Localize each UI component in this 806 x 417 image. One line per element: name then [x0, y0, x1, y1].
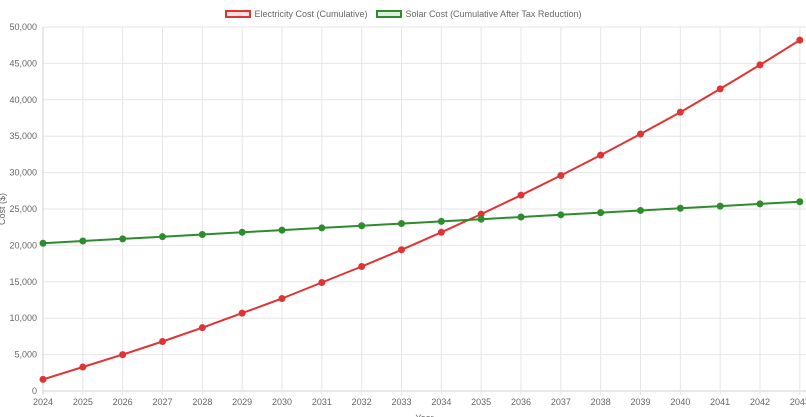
data-point-series-1: [557, 211, 565, 219]
data-point-series-0: [597, 151, 605, 159]
data-point-series-1: [198, 230, 206, 238]
x-tick-label: 2031: [312, 397, 332, 407]
x-tick-label: 2043: [790, 397, 806, 407]
data-point-series-1: [437, 217, 445, 225]
y-tick-label: 10,000: [9, 313, 37, 323]
data-point-series-0: [238, 309, 246, 317]
series-line-1: [42, 200, 800, 245]
legend-item-solar[interactable]: Solar Cost (Cumulative After Tax Reducti…: [375, 9, 582, 19]
chart-legend: Electricity Cost (Cumulative) Solar Cost…: [0, 9, 806, 19]
data-point-series-1: [119, 235, 127, 243]
data-point-series-1: [477, 215, 485, 223]
data-point-series-0: [756, 61, 764, 69]
data-point-series-0: [198, 324, 206, 332]
data-point-series-0: [557, 172, 565, 180]
x-axis-title: Year: [415, 413, 433, 417]
data-point-series-0: [716, 85, 724, 93]
y-tick-label: 5,000: [14, 350, 37, 360]
x-tick-label: 2040: [670, 397, 690, 407]
data-point-series-1: [238, 228, 246, 236]
x-tick-label: 2027: [152, 397, 172, 407]
legend-label-solar: Solar Cost (Cumulative After Tax Reducti…: [405, 9, 582, 19]
x-tick-label: 2034: [431, 397, 451, 407]
y-tick-label: 35,000: [9, 131, 37, 141]
data-point-series-0: [437, 228, 445, 236]
y-tick-label: 25,000: [9, 204, 37, 214]
data-point-series-1: [358, 222, 366, 230]
data-point-series-0: [398, 246, 405, 254]
y-tick-label: 30,000: [9, 168, 37, 178]
data-point-series-0: [278, 295, 286, 303]
y-tick-label: 20,000: [9, 240, 37, 250]
y-axis-title: Cost ($): [0, 193, 7, 225]
x-tick-label: 2028: [192, 397, 212, 407]
data-point-series-1: [278, 226, 286, 234]
data-point-series-1: [159, 233, 166, 241]
data-point-series-1: [796, 198, 804, 206]
data-point-series-0: [637, 130, 644, 138]
x-tick-label: 2032: [352, 397, 372, 407]
data-point-series-1: [756, 200, 764, 208]
data-point-series-1: [716, 202, 724, 210]
x-tick-label: 2035: [471, 397, 491, 407]
legend-label-electricity: Electricity Cost (Cumulative): [254, 9, 368, 19]
data-point-series-1: [676, 204, 684, 212]
data-point-series-0: [39, 375, 47, 383]
series-line-0: [42, 39, 801, 381]
x-tick-label: 2033: [391, 397, 411, 407]
x-tick-label: 2025: [73, 397, 93, 407]
data-point-series-0: [676, 108, 684, 116]
data-point-series-0: [119, 351, 127, 359]
legend-swatch-electricity: [224, 10, 251, 18]
x-tick-label: 2041: [710, 397, 730, 407]
x-tick-label: 2026: [113, 397, 133, 407]
data-point-series-1: [39, 239, 47, 247]
x-tick-label: 2039: [630, 397, 650, 407]
y-tick-label: 50,000: [9, 22, 37, 32]
data-point-series-0: [517, 191, 525, 199]
y-tick-label: 0: [32, 386, 37, 396]
data-point-series-0: [796, 36, 804, 44]
x-tick-label: 2037: [551, 397, 571, 407]
legend-swatch-solar: [375, 10, 402, 18]
x-tick-label: 2036: [511, 397, 531, 407]
legend-item-electricity[interactable]: Electricity Cost (Cumulative): [224, 9, 368, 19]
data-point-series-0: [159, 337, 166, 345]
data-point-series-0: [318, 279, 326, 287]
data-point-series-1: [398, 220, 405, 228]
data-point-series-1: [79, 237, 87, 245]
x-tick-label: 2029: [232, 397, 252, 407]
data-point-series-1: [517, 213, 525, 221]
data-point-series-1: [318, 224, 326, 232]
data-point-series-1: [637, 206, 644, 214]
x-tick-label: 2042: [750, 397, 770, 407]
y-tick-label: 45,000: [9, 58, 37, 68]
data-point-series-0: [79, 363, 87, 371]
data-point-series-0: [358, 263, 366, 271]
y-tick-label: 40,000: [9, 95, 37, 105]
y-tick-label: 15,000: [9, 277, 37, 287]
data-point-series-1: [597, 209, 605, 217]
x-tick-label: 2024: [33, 397, 53, 407]
x-tick-label: 2038: [591, 397, 611, 407]
x-tick-label: 2030: [272, 397, 292, 407]
